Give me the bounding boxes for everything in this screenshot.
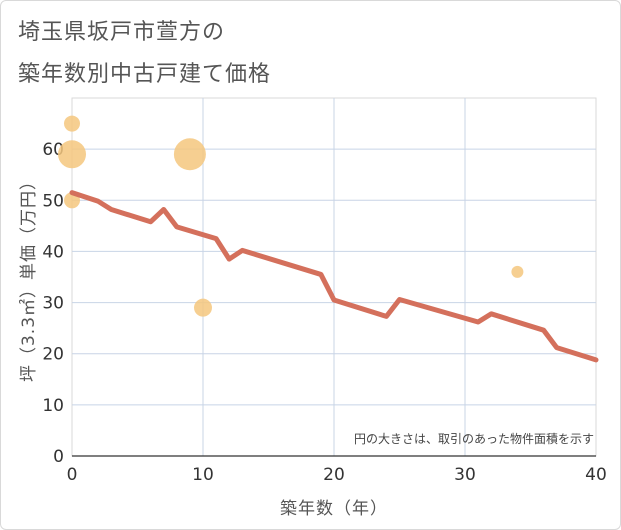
y-tick-label: 0: [53, 447, 64, 467]
y-tick-label: 40: [42, 242, 64, 262]
data-bubble: [173, 138, 206, 171]
x-tick-label: 30: [454, 465, 476, 485]
size-note: 円の大きさは、取引のあった物件面積を示す: [354, 431, 594, 446]
y-tick-label: 20: [42, 345, 64, 365]
chart-title-line2: 築年数別中古戸建て価格: [18, 62, 272, 87]
y-axis-title: 坪（3.3㎡）単価（万円）: [19, 172, 39, 382]
y-tick-label: 10: [42, 396, 64, 416]
data-bubble: [194, 298, 212, 317]
data-bubble: [58, 140, 86, 169]
trend-line: [69, 190, 599, 363]
grid-lines: [72, 98, 596, 457]
x-tick-label: 20: [323, 465, 345, 485]
data-bubble: [64, 115, 80, 132]
bubbles: [58, 115, 524, 317]
y-tick-label: 30: [42, 294, 64, 314]
chart-title-line1: 埼玉県坂戸市萱方の: [18, 20, 226, 45]
y-tick-label: 50: [42, 191, 64, 211]
x-tick-label: 10: [192, 465, 214, 485]
x-tick-label: 0: [67, 465, 78, 485]
x-tick-label: 40: [585, 465, 607, 485]
x-axis-title: 築年数（年）: [280, 499, 388, 519]
data-bubble: [511, 265, 524, 278]
